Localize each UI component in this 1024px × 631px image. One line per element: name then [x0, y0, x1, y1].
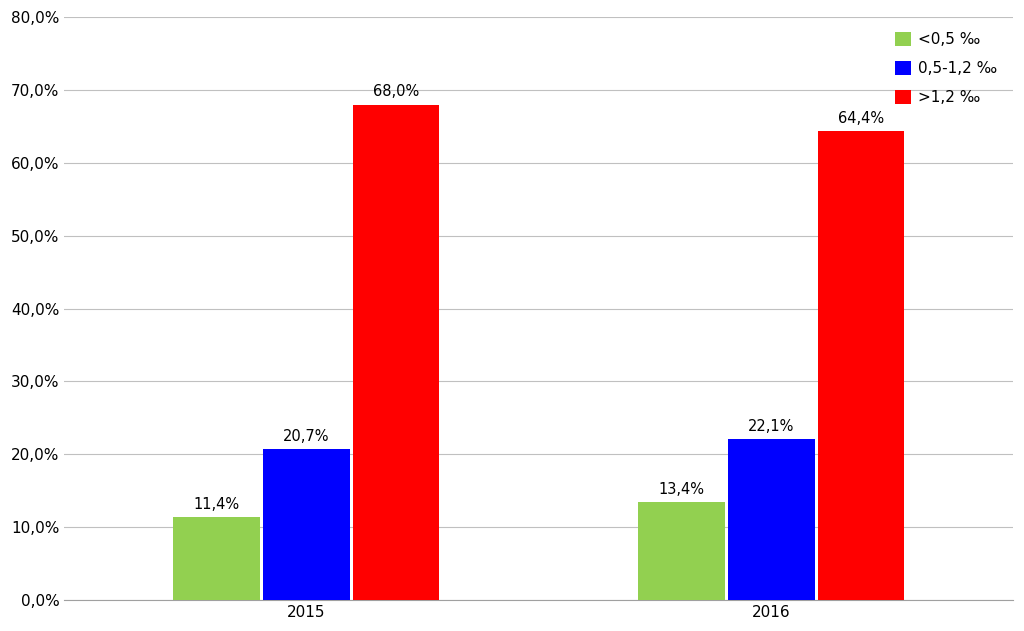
Text: 13,4%: 13,4% [658, 482, 705, 497]
Text: 64,4%: 64,4% [838, 110, 884, 126]
Bar [638, 502, 725, 600]
Bar [352, 105, 439, 600]
Text: 22,1%: 22,1% [748, 419, 795, 434]
Text: 20,7%: 20,7% [283, 429, 330, 444]
Text: 11,4%: 11,4% [194, 497, 240, 512]
Bar [173, 517, 260, 600]
Legend: <0,5 ‰, 0,5-1,2 ‰, >1,2 ‰: <0,5 ‰, 0,5-1,2 ‰, >1,2 ‰ [888, 25, 1006, 113]
Text: 68,0%: 68,0% [373, 85, 419, 100]
Bar [728, 439, 814, 600]
Bar [263, 449, 349, 600]
Bar [817, 131, 904, 600]
